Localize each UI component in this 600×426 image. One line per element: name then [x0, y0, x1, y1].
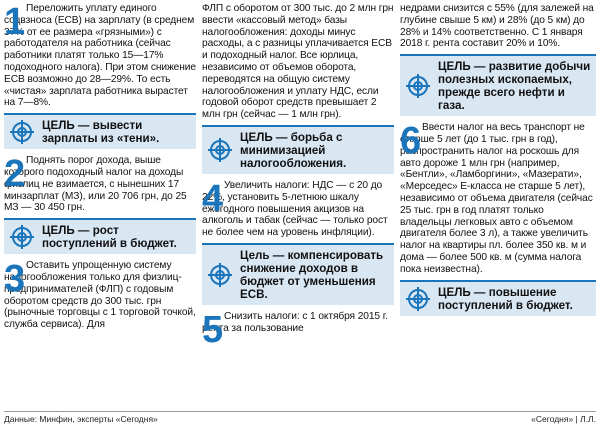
column-2: ФЛП с оборотом от 300 тыс. до 2 млн грн …	[202, 3, 394, 349]
goal-box-5: ЦЕЛЬ — развитие добычи полезных ископаем…	[400, 54, 596, 117]
goal-box-2: ЦЕЛЬ — рост поступлений в бюджет.	[4, 218, 196, 255]
goal-text: ЦЕЛЬ — повышение поступлений в бюджет.	[438, 285, 573, 312]
credit-note: «Сегодня» | Л.Л.	[531, 414, 596, 424]
goal-box-1: ЦЕЛЬ — вывести зарплаты из «тени».	[4, 113, 196, 150]
footer: Данные: Минфин, эксперты «Сегодня» «Сего…	[4, 411, 596, 424]
goal-text: ЦЕЛЬ — рост поступлений в бюджет.	[42, 224, 177, 251]
item-number: 2	[4, 153, 26, 196]
item-number: 6	[400, 120, 422, 163]
source-note: Данные: Минфин, эксперты «Сегодня»	[4, 414, 158, 424]
item-text: Поднять порог дохода, выше которого подо…	[4, 155, 187, 214]
goal-box-4: Цель — компенсировать снижение доходов в…	[202, 242, 394, 305]
item-3-continued: ФЛП с оборотом от 300 тыс. до 2 млн грн …	[202, 3, 394, 121]
item-2: 2 Поднять порог дохода, выше которого по…	[4, 155, 196, 214]
goal-text: Цель — компенсировать снижение доходов в…	[240, 248, 384, 301]
goal-box-3: ЦЕЛЬ — борьба с минимизацией налогооблож…	[202, 124, 394, 174]
item-number: 5	[202, 308, 224, 351]
item-3: 3 Оставить упрощенную систему налогообло…	[4, 260, 196, 331]
target-icon	[406, 286, 430, 311]
column-3: недрами снизится с 55% (для залежей на г…	[400, 3, 596, 322]
item-text: Увеличить налоги: НДС — с 20 до 22%, уст…	[202, 179, 388, 239]
item-number: 1	[4, 1, 26, 43]
item-6: 6 Ввести налог на весь транспорт не стар…	[400, 122, 596, 275]
goal-text: ЦЕЛЬ — развитие добычи полезных ископаем…	[438, 60, 591, 113]
item-text: Переложить уплату единого соцвзноса (ЕСВ…	[4, 3, 196, 109]
item-text: недрами снизится с 55% (для залежей на г…	[400, 3, 594, 50]
target-icon	[208, 138, 232, 163]
item-number: 3	[4, 258, 26, 301]
column-1: 1 Переложить уплату единого соцвзноса (Е…	[4, 3, 196, 334]
target-icon	[10, 120, 34, 145]
target-icon	[406, 74, 430, 99]
item-5: 5 Снизить налоги: с 1 октября 2015 г. ре…	[202, 310, 394, 349]
item-5-continued: недрами снизится с 55% (для залежей на г…	[400, 3, 596, 50]
item-1: 1 Переложить уплату единого соцвзноса (Е…	[4, 3, 196, 109]
item-text: Снизить налоги: с 1 октября 2015 г. рент…	[202, 310, 388, 334]
goal-text: ЦЕЛЬ — вывести зарплаты из «тени».	[42, 119, 160, 146]
item-text: Ввести налог на весь транспорт не старше…	[400, 122, 593, 275]
item-text: Оставить упрощенную систему налогообложе…	[4, 260, 196, 331]
item-4: 4 Увеличить налоги: НДС — с 20 до 22%, у…	[202, 180, 394, 239]
item-text: ФЛП с оборотом от 300 тыс. до 2 млн грн …	[202, 3, 394, 121]
goal-text: ЦЕЛЬ — борьба с минимизацией налогооблож…	[240, 130, 347, 170]
goal-box-6: ЦЕЛЬ — повышение поступлений в бюджет.	[400, 279, 596, 316]
item-number: 4	[202, 177, 224, 220]
target-icon	[10, 225, 34, 250]
target-icon	[208, 262, 232, 287]
